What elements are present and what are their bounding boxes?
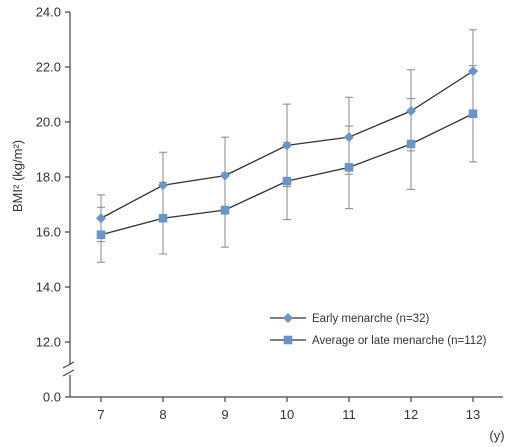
- y-tick-label: 24.0: [36, 5, 61, 20]
- y-tick-label: 16.0: [36, 225, 61, 240]
- legend-label: Early menarche (n=32): [312, 313, 429, 325]
- data-point-square: [96, 230, 106, 240]
- x-tick-label: 11: [342, 407, 356, 422]
- data-point-square: [282, 176, 292, 186]
- data-point-square: [406, 139, 416, 149]
- data-point-diamond: [406, 106, 416, 116]
- y-tick-label: 20.0: [36, 115, 61, 130]
- data-point-square: [344, 163, 354, 172]
- axes: [62, 11, 503, 402]
- data-point-square: [468, 109, 478, 119]
- series-markers: [96, 66, 478, 240]
- x-tick-label: 12: [404, 407, 418, 422]
- y-tick-label: 14.0: [36, 280, 61, 295]
- axis-break-mark: [62, 369, 75, 377]
- legend: Early menarche (n=32) Average or late men…: [270, 313, 487, 347]
- data-point-diamond: [344, 132, 354, 143]
- data-point-square: [158, 213, 168, 223]
- y-tick-label: 22.0: [36, 60, 61, 75]
- x-tick-label: 10: [280, 407, 294, 422]
- data-point-square: [220, 205, 230, 215]
- axis-break-mark: [62, 361, 75, 369]
- legend-marker-square: [283, 335, 293, 345]
- y-axis-label: BMI² (kg/m²): [10, 140, 25, 212]
- data-point-diamond: [96, 213, 106, 224]
- x-tick-label: 8: [159, 407, 166, 422]
- data-point-diamond: [468, 66, 478, 77]
- legend-label: Average or late menarche (n=112): [312, 335, 487, 347]
- y-tick-label: 0.0: [43, 390, 61, 405]
- y-tick-label: 18.0: [36, 170, 61, 185]
- x-tick-label: 9: [221, 407, 228, 422]
- x-tick-label: 7: [97, 407, 104, 422]
- data-point-diamond: [158, 180, 168, 191]
- data-point-diamond: [282, 140, 292, 151]
- tick-labels: 24.0 22.0 20.0 18.0 16.0 14.0 12.0 0.0 7 8 9 10 11 12…: [36, 5, 481, 423]
- x-tick-label: 13: [466, 407, 480, 422]
- data-point-diamond: [220, 170, 230, 181]
- y-tick-label: 12.0: [36, 335, 61, 350]
- x-axis-unit: (y): [489, 428, 504, 443]
- legend-marker-diamond: [283, 313, 293, 323]
